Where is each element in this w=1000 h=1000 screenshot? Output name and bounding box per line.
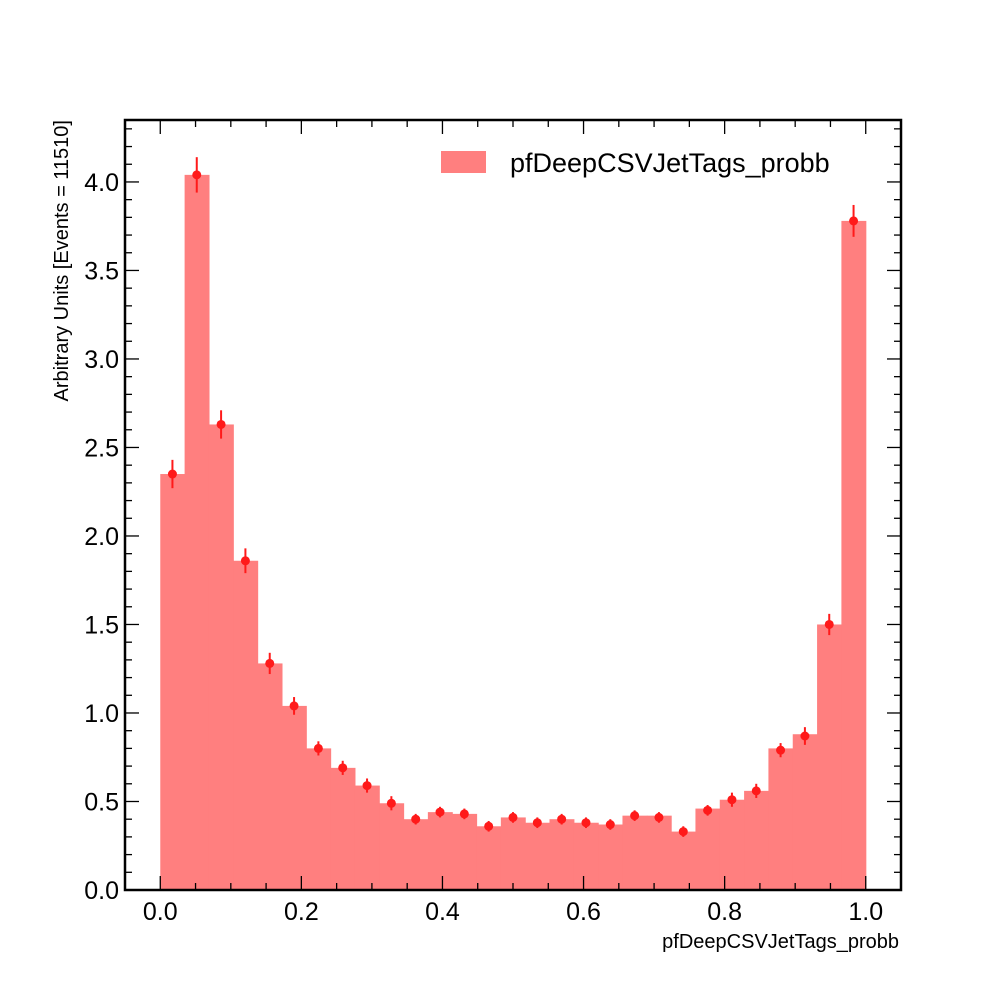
x-tick-labels: 0.0 0.2 0.4 0.6 0.8 1.0 bbox=[143, 898, 883, 926]
data-point bbox=[167, 469, 177, 479]
histogram-bar bbox=[306, 748, 332, 890]
axis-ticks bbox=[124, 120, 902, 891]
histogram-bar bbox=[281, 705, 307, 890]
data-point bbox=[824, 619, 834, 629]
histogram-bar bbox=[841, 220, 867, 890]
x-tick-label: 0.0 bbox=[143, 898, 178, 926]
y-tick-label: 4.0 bbox=[84, 169, 119, 197]
y-tick-label: 3.0 bbox=[84, 346, 119, 374]
x-tick-label: 0.2 bbox=[284, 898, 319, 926]
histogram-bar bbox=[403, 819, 429, 890]
histogram-bar bbox=[598, 824, 624, 890]
data-point bbox=[216, 419, 226, 429]
data-point bbox=[435, 807, 445, 817]
histogram-bar bbox=[744, 790, 770, 890]
histogram-bar bbox=[476, 826, 502, 890]
data-point bbox=[727, 795, 737, 805]
data-point bbox=[313, 743, 323, 753]
histogram-bars bbox=[160, 174, 867, 891]
histogram-bar bbox=[792, 734, 818, 890]
y-tick-label: 0.5 bbox=[84, 788, 119, 816]
y-tick-label: 2.5 bbox=[84, 434, 119, 462]
data-point bbox=[459, 809, 469, 819]
histogram-bar bbox=[646, 815, 672, 890]
x-tick-label: 1.0 bbox=[848, 898, 883, 926]
data-point bbox=[654, 812, 664, 822]
histogram-bar bbox=[622, 815, 648, 890]
y-tick-label: 2.0 bbox=[84, 523, 119, 551]
histogram-bar bbox=[379, 803, 405, 890]
histogram-bar bbox=[500, 817, 526, 890]
histogram-bar bbox=[208, 424, 234, 890]
data-point bbox=[751, 786, 761, 796]
x-tick-label: 0.4 bbox=[425, 898, 460, 926]
histogram-bar bbox=[573, 822, 599, 890]
x-tick-label: 0.6 bbox=[566, 898, 601, 926]
data-point bbox=[265, 658, 275, 668]
data-point bbox=[362, 781, 372, 791]
y-tick-label: 0.0 bbox=[84, 877, 119, 905]
data-point bbox=[508, 812, 518, 822]
y-tick-label: 3.5 bbox=[84, 257, 119, 285]
histogram-bar bbox=[817, 624, 843, 890]
histogram-bar bbox=[452, 813, 478, 890]
data-point bbox=[630, 811, 640, 821]
histogram-bar bbox=[233, 560, 259, 890]
histogram-bar bbox=[525, 822, 551, 890]
histogram-bar bbox=[427, 812, 453, 890]
histogram-bar bbox=[768, 748, 794, 890]
data-point bbox=[581, 818, 591, 828]
histogram-bar bbox=[330, 767, 356, 890]
histogram-bar bbox=[695, 808, 721, 890]
histogram-bar bbox=[160, 474, 186, 890]
histogram-bar bbox=[184, 174, 210, 891]
x-axis-title: pfDeepCSVJetTags_probb bbox=[662, 931, 899, 953]
legend-label: pfDeepCSVJetTags_probb bbox=[510, 148, 830, 178]
data-point bbox=[484, 821, 494, 831]
legend: pfDeepCSVJetTags_probb bbox=[441, 148, 830, 178]
histogram-bar bbox=[354, 785, 380, 890]
histogram-bar bbox=[549, 819, 575, 890]
data-points bbox=[167, 157, 859, 837]
histogram-bar bbox=[719, 799, 745, 890]
data-point bbox=[532, 818, 542, 828]
data-point bbox=[557, 814, 567, 824]
x-tick-label: 0.8 bbox=[707, 898, 742, 926]
y-tick-label: 1.0 bbox=[84, 700, 119, 728]
data-point bbox=[800, 731, 810, 741]
histogram-bar bbox=[671, 831, 697, 890]
y-tick-labels: 0.0 0.5 1.0 1.5 2.0 2.5 3.0 3.5 4.0 bbox=[84, 169, 119, 905]
data-point bbox=[289, 701, 299, 711]
data-point bbox=[411, 814, 421, 824]
data-point bbox=[240, 556, 250, 566]
data-point bbox=[192, 170, 202, 180]
data-point bbox=[678, 827, 688, 837]
data-point bbox=[776, 745, 786, 755]
data-point bbox=[849, 216, 859, 226]
y-axis-title: Arbitrary Units [Events = 11510] bbox=[51, 120, 73, 401]
y-tick-label: 1.5 bbox=[84, 611, 119, 639]
legend-swatch bbox=[441, 151, 486, 173]
data-point bbox=[703, 805, 713, 815]
histogram-bar bbox=[257, 663, 283, 890]
data-point bbox=[338, 763, 348, 773]
data-point bbox=[605, 820, 615, 830]
data-point bbox=[386, 798, 396, 808]
